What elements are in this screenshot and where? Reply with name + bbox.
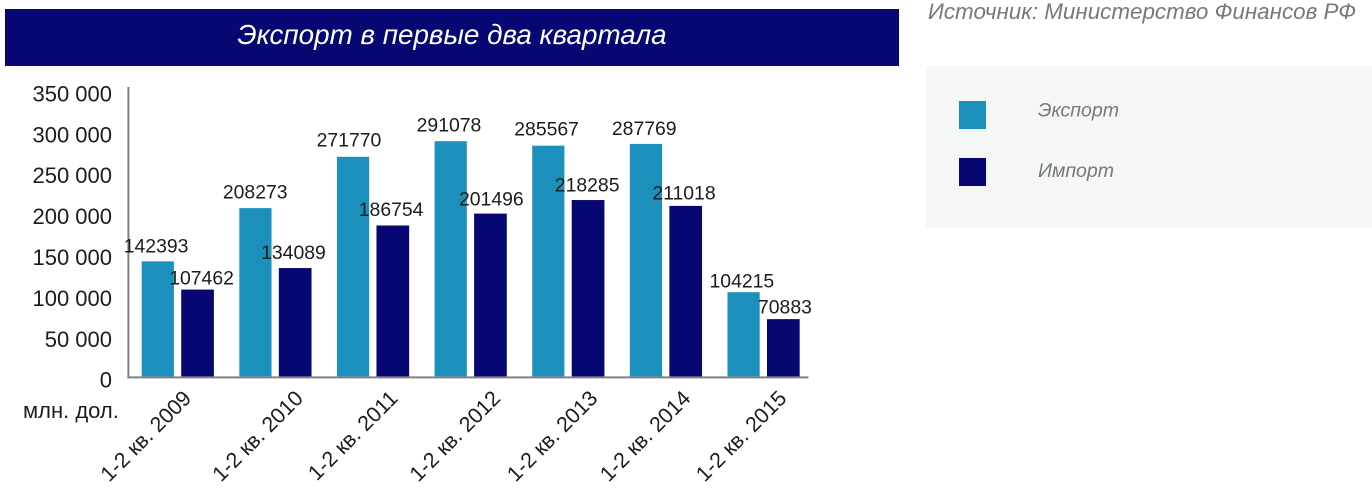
svg-text:211018: 211018 [652,182,715,204]
svg-text:201496: 201496 [459,188,524,210]
svg-text:0: 0 [100,368,112,393]
svg-text:1-2 кв. 2012: 1-2 кв. 2012 [405,386,505,486]
svg-text:млн. дол.: млн. дол. [23,398,119,423]
svg-text:Экспорт: Экспорт [1038,99,1119,121]
svg-text:107462: 107462 [169,268,234,290]
svg-text:186754: 186754 [359,199,424,221]
svg-text:1-2 кв. 2014: 1-2 кв. 2014 [595,386,695,486]
svg-text:218285: 218285 [555,175,620,197]
svg-text:70883: 70883 [758,296,812,318]
svg-text:1-2 кв. 2010: 1-2 кв. 2010 [208,386,308,486]
svg-text:104215: 104215 [710,271,775,293]
svg-text:287769: 287769 [612,118,677,140]
svg-text:142393: 142393 [124,235,189,257]
svg-text:50 000: 50 000 [45,327,112,352]
svg-text:100 000: 100 000 [32,286,112,311]
svg-text:134089: 134089 [261,242,326,264]
svg-text:291078: 291078 [417,114,482,136]
svg-text:1-2 кв. 2011: 1-2 кв. 2011 [303,386,402,485]
svg-text:1-2 кв. 2015: 1-2 кв. 2015 [691,386,791,486]
svg-text:1-2 кв. 2013: 1-2 кв. 2013 [502,386,602,486]
svg-text:300 000: 300 000 [32,122,112,147]
svg-text:285567: 285567 [514,119,579,141]
svg-text:208273: 208273 [223,181,288,203]
svg-text:350 000: 350 000 [32,81,112,106]
svg-text:250 000: 250 000 [32,163,112,188]
svg-text:150 000: 150 000 [32,245,112,270]
svg-text:Импорт: Импорт [1038,160,1114,182]
svg-text:271770: 271770 [317,129,382,151]
svg-text:Экспорт в первые два квартала: Экспорт в первые два квартала [237,19,666,50]
svg-text:Источник: Министерство Финансо: Источник: Министерство Финансов РФ [928,0,1356,24]
svg-text:200 000: 200 000 [32,204,112,229]
